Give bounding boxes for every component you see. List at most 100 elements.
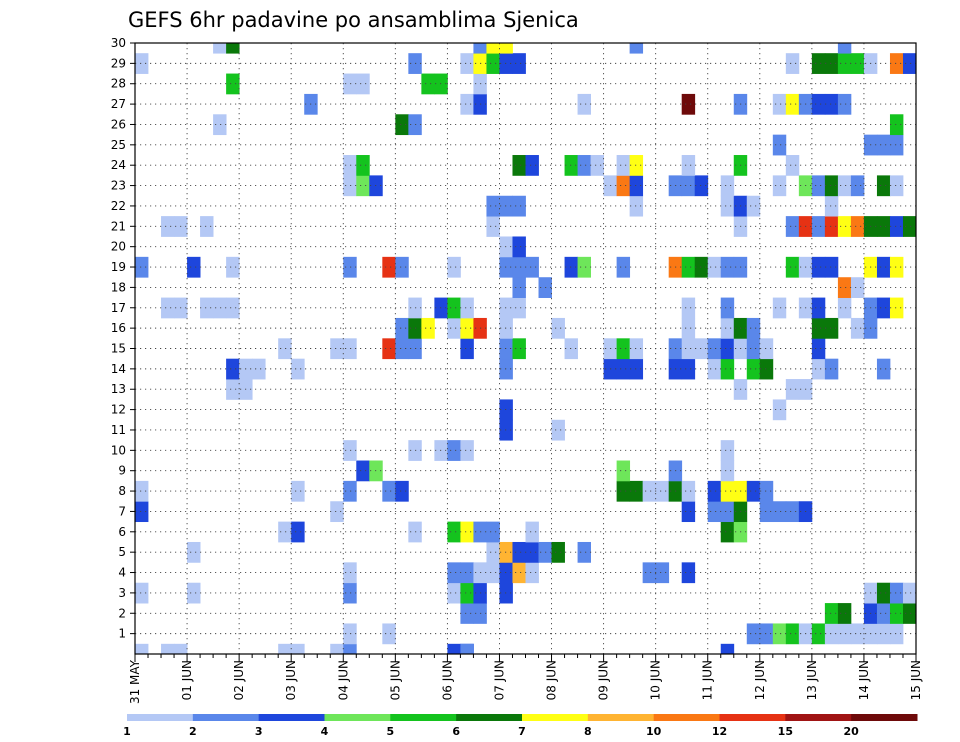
colorbar-swatch [851, 714, 918, 721]
heatmap-cell [681, 338, 696, 360]
heatmap-cell [876, 582, 891, 604]
x-tick-label: 02 JUN [232, 660, 246, 700]
y-tick-label: 4 [118, 566, 126, 580]
x-axis-labels: 31 MAY 01 JUN 02 JUN 03 JUN 04 JUN 05 JUN 06 J… [128, 659, 923, 704]
y-tick-label: 17 [111, 301, 126, 315]
heatmap-cell [343, 623, 357, 645]
heatmap-cell [278, 521, 292, 543]
heatmap-cell [291, 521, 305, 543]
heatmap-cell [902, 216, 917, 237]
heatmap-cell [694, 256, 709, 278]
heatmap-cell [811, 216, 826, 237]
y-tick-label: 14 [111, 362, 126, 376]
heatmap-cell [551, 317, 565, 339]
heatmap-cell [824, 93, 839, 115]
heatmap-cell [876, 358, 891, 380]
heatmap-cell [356, 175, 370, 197]
heatmap-cell [291, 480, 305, 502]
y-tick-label: 18 [111, 280, 126, 294]
heatmap-cell [356, 73, 370, 95]
heatmap-cell [837, 93, 852, 115]
heatmap-cell [226, 358, 240, 380]
colorbar-swatch [192, 714, 260, 721]
heatmap-cell [200, 216, 214, 237]
colorbar-label: 7 [518, 725, 526, 738]
heatmap-cell [447, 582, 461, 604]
heatmap-cell [785, 155, 800, 176]
x-tick-label: 15 JUN [909, 660, 923, 700]
heatmap-cell [720, 297, 735, 319]
heatmap-cell [616, 358, 631, 380]
y-tick-label: 10 [111, 443, 126, 457]
y-tick-label: 30 [111, 36, 126, 50]
heatmap-cell [460, 562, 474, 584]
heatmap-cell [889, 603, 904, 624]
heatmap-cell [850, 277, 865, 298]
heatmap-cell [447, 317, 461, 339]
x-tick-label: 13 JUN [805, 660, 819, 700]
heatmap-cell [213, 43, 227, 54]
heatmap-cell [785, 93, 800, 115]
x-tick-label: 04 JUN [336, 660, 350, 700]
y-tick-label: 11 [111, 423, 126, 437]
heatmap-cell [135, 53, 149, 74]
y-tick-label: 3 [118, 586, 126, 600]
heatmap-cell [837, 603, 852, 624]
heatmap-cell [785, 623, 800, 645]
y-tick-label: 6 [118, 525, 126, 539]
heatmap-cell [161, 297, 175, 319]
heatmap-cell [707, 338, 722, 360]
heatmap-cell [356, 155, 370, 176]
heatmap-cell [382, 256, 396, 278]
heatmap-cell [486, 521, 500, 543]
heatmap-cell [343, 155, 357, 176]
heatmap-cell [278, 643, 292, 655]
x-tick-label: 31 MAY [128, 659, 142, 704]
heatmap-cell [850, 53, 865, 74]
heatmap-cell [343, 562, 357, 584]
heatmap-cell [395, 338, 409, 360]
heatmap-cell [460, 297, 474, 319]
heatmap-cell [486, 195, 500, 217]
grid-lines [135, 43, 916, 654]
colorbar-label: 10 [646, 725, 662, 738]
heatmap-cell [512, 53, 526, 74]
heatmap-cell [512, 338, 526, 360]
heatmap-cell [681, 501, 696, 523]
heatmap-cell [837, 43, 852, 54]
heatmap-cell [694, 338, 709, 360]
heatmap-cell [564, 256, 578, 278]
heatmap-cell [343, 73, 357, 95]
heatmap-cell [616, 256, 631, 278]
heatmap-cell [876, 623, 891, 645]
heatmap-cell [772, 623, 787, 645]
heatmap-cell [746, 623, 761, 645]
heatmap-cell [811, 338, 826, 360]
colorbar-swatch [653, 714, 720, 721]
heatmap-cell [850, 216, 865, 237]
heatmap-cell [525, 541, 539, 563]
colorbar-label: 20 [844, 725, 860, 738]
heatmap-cell [655, 480, 670, 502]
heatmap-cell [681, 175, 696, 197]
heatmap-cell [629, 195, 644, 217]
heatmap-cell [785, 501, 800, 523]
heatmap-cell [395, 480, 409, 502]
heatmap-cell [226, 43, 240, 54]
heatmap-cell [343, 338, 357, 360]
heatmap-cell [902, 603, 917, 624]
heatmap-cell [720, 480, 735, 502]
heatmap-cell [720, 358, 735, 380]
heatmap-cell [590, 155, 604, 176]
heatmap-cell [330, 643, 344, 655]
y-tick-label: 26 [111, 117, 126, 131]
heatmap-cell [577, 155, 591, 176]
heatmap-cell [343, 643, 357, 655]
heatmap-cell [837, 297, 852, 319]
heatmap-cell [161, 216, 175, 237]
heatmap-cell [759, 501, 774, 523]
colorbar-swatch [258, 714, 325, 721]
heatmap-cell [876, 175, 891, 197]
heatmap-cell [720, 521, 735, 543]
heatmap-cell [382, 480, 396, 502]
